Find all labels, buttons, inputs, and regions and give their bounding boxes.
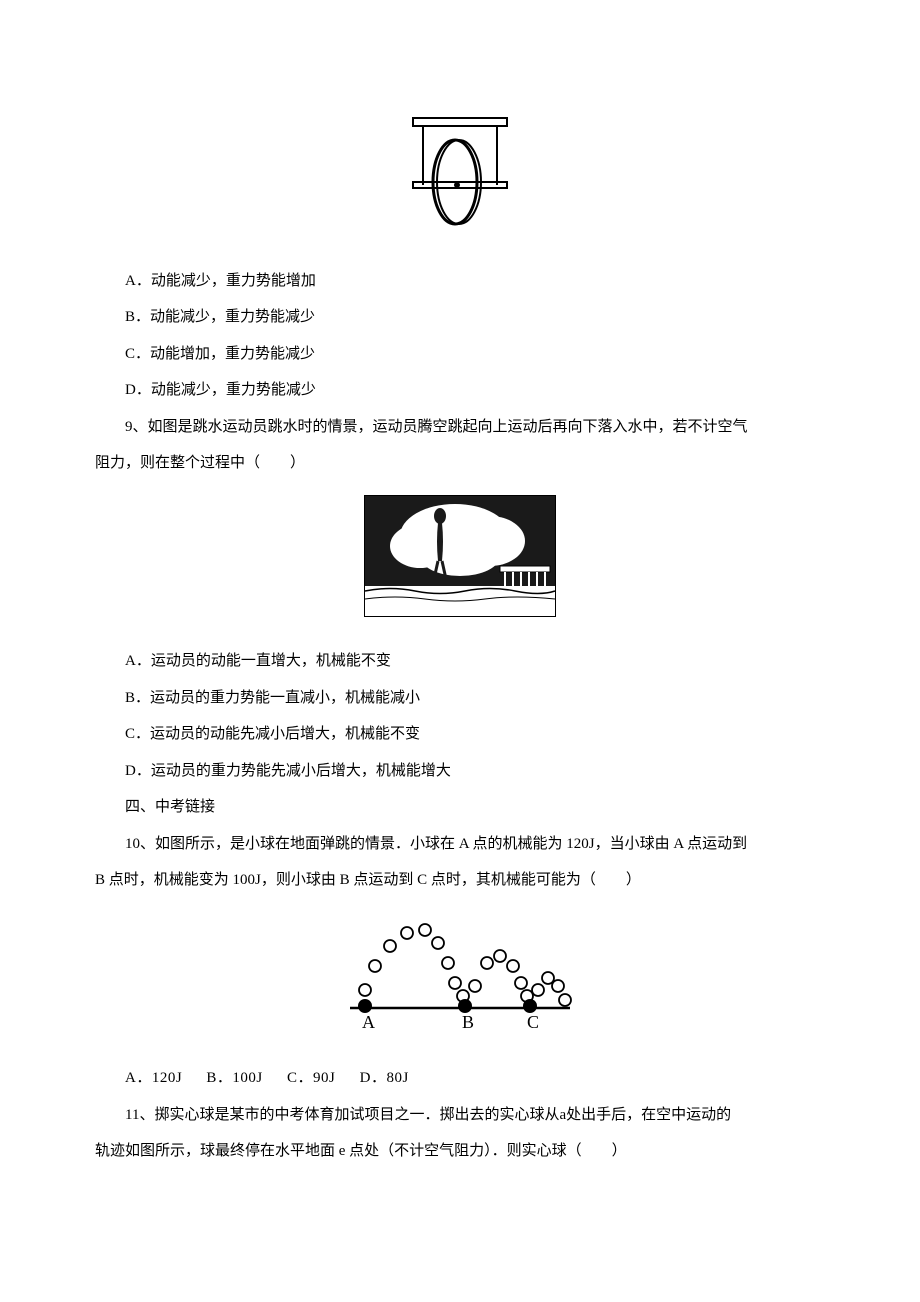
wheel-diagram xyxy=(395,110,525,240)
section-4-title: 四、中考链接 xyxy=(95,790,825,825)
q9-option-b: B．运动员的重力势能一直减小，机械能减小 xyxy=(95,681,825,716)
q10-option-b: B．100J xyxy=(206,1070,262,1086)
q9-option-d: D．运动员的重力势能先减小后增大，机械能增大 xyxy=(95,754,825,789)
q11-text-line1: 11、掷实心球是某市的中考体育加试项目之一．掷出去的实心球从a处出手后，在空中运… xyxy=(95,1098,825,1133)
svg-text:C: C xyxy=(527,1012,539,1032)
q9-option-a: A．运动员的动能一直增大，机械能不变 xyxy=(95,644,825,679)
svg-text:A: A xyxy=(362,1012,375,1032)
q10-text-line2: B 点时，机械能变为 100J，则小球由 B 点运动到 C 点时，其机械能可能为… xyxy=(95,863,825,898)
q9-option-c: C．运动员的动能先减小后增大，机械能不变 xyxy=(95,717,825,752)
q8-option-a: A．动能减少，重力势能增加 xyxy=(95,264,825,299)
q8-figure xyxy=(95,110,825,254)
q10-options: A．120J B．100J C．90J D．80J xyxy=(95,1061,825,1096)
q9-text-line2: 阻力，则在整个过程中（ ） xyxy=(95,446,825,481)
q10-option-d: D．80J xyxy=(360,1070,409,1086)
q9-text-line1: 9、如图是跳水运动员跳水时的情景，运动员腾空跳起向上运动后再向下落入水中，若不计… xyxy=(95,410,825,445)
q8-option-c: C．动能增加，重力势能减少 xyxy=(95,337,825,372)
q9-figure xyxy=(95,491,825,635)
q8-option-b: B．动能减少，重力势能减少 xyxy=(95,300,825,335)
q10-option-a: A．120J xyxy=(125,1070,182,1086)
bouncing-ball-diagram: A B C xyxy=(335,908,585,1038)
q10-text-line1: 10、如图所示，是小球在地面弹跳的情景．小球在 A 点的机械能为 120J，当小… xyxy=(95,827,825,862)
q10-option-c: C．90J xyxy=(287,1070,335,1086)
svg-text:B: B xyxy=(462,1012,474,1032)
q10-figure: A B C xyxy=(95,908,825,1052)
q8-option-d: D．动能减少，重力势能减少 xyxy=(95,373,825,408)
q11-text-line2: 轨迹如图所示，球最终停在水平地面 e 点处（不计空气阻力）．则实心球（ ） xyxy=(95,1134,825,1169)
diver-diagram xyxy=(360,491,560,621)
